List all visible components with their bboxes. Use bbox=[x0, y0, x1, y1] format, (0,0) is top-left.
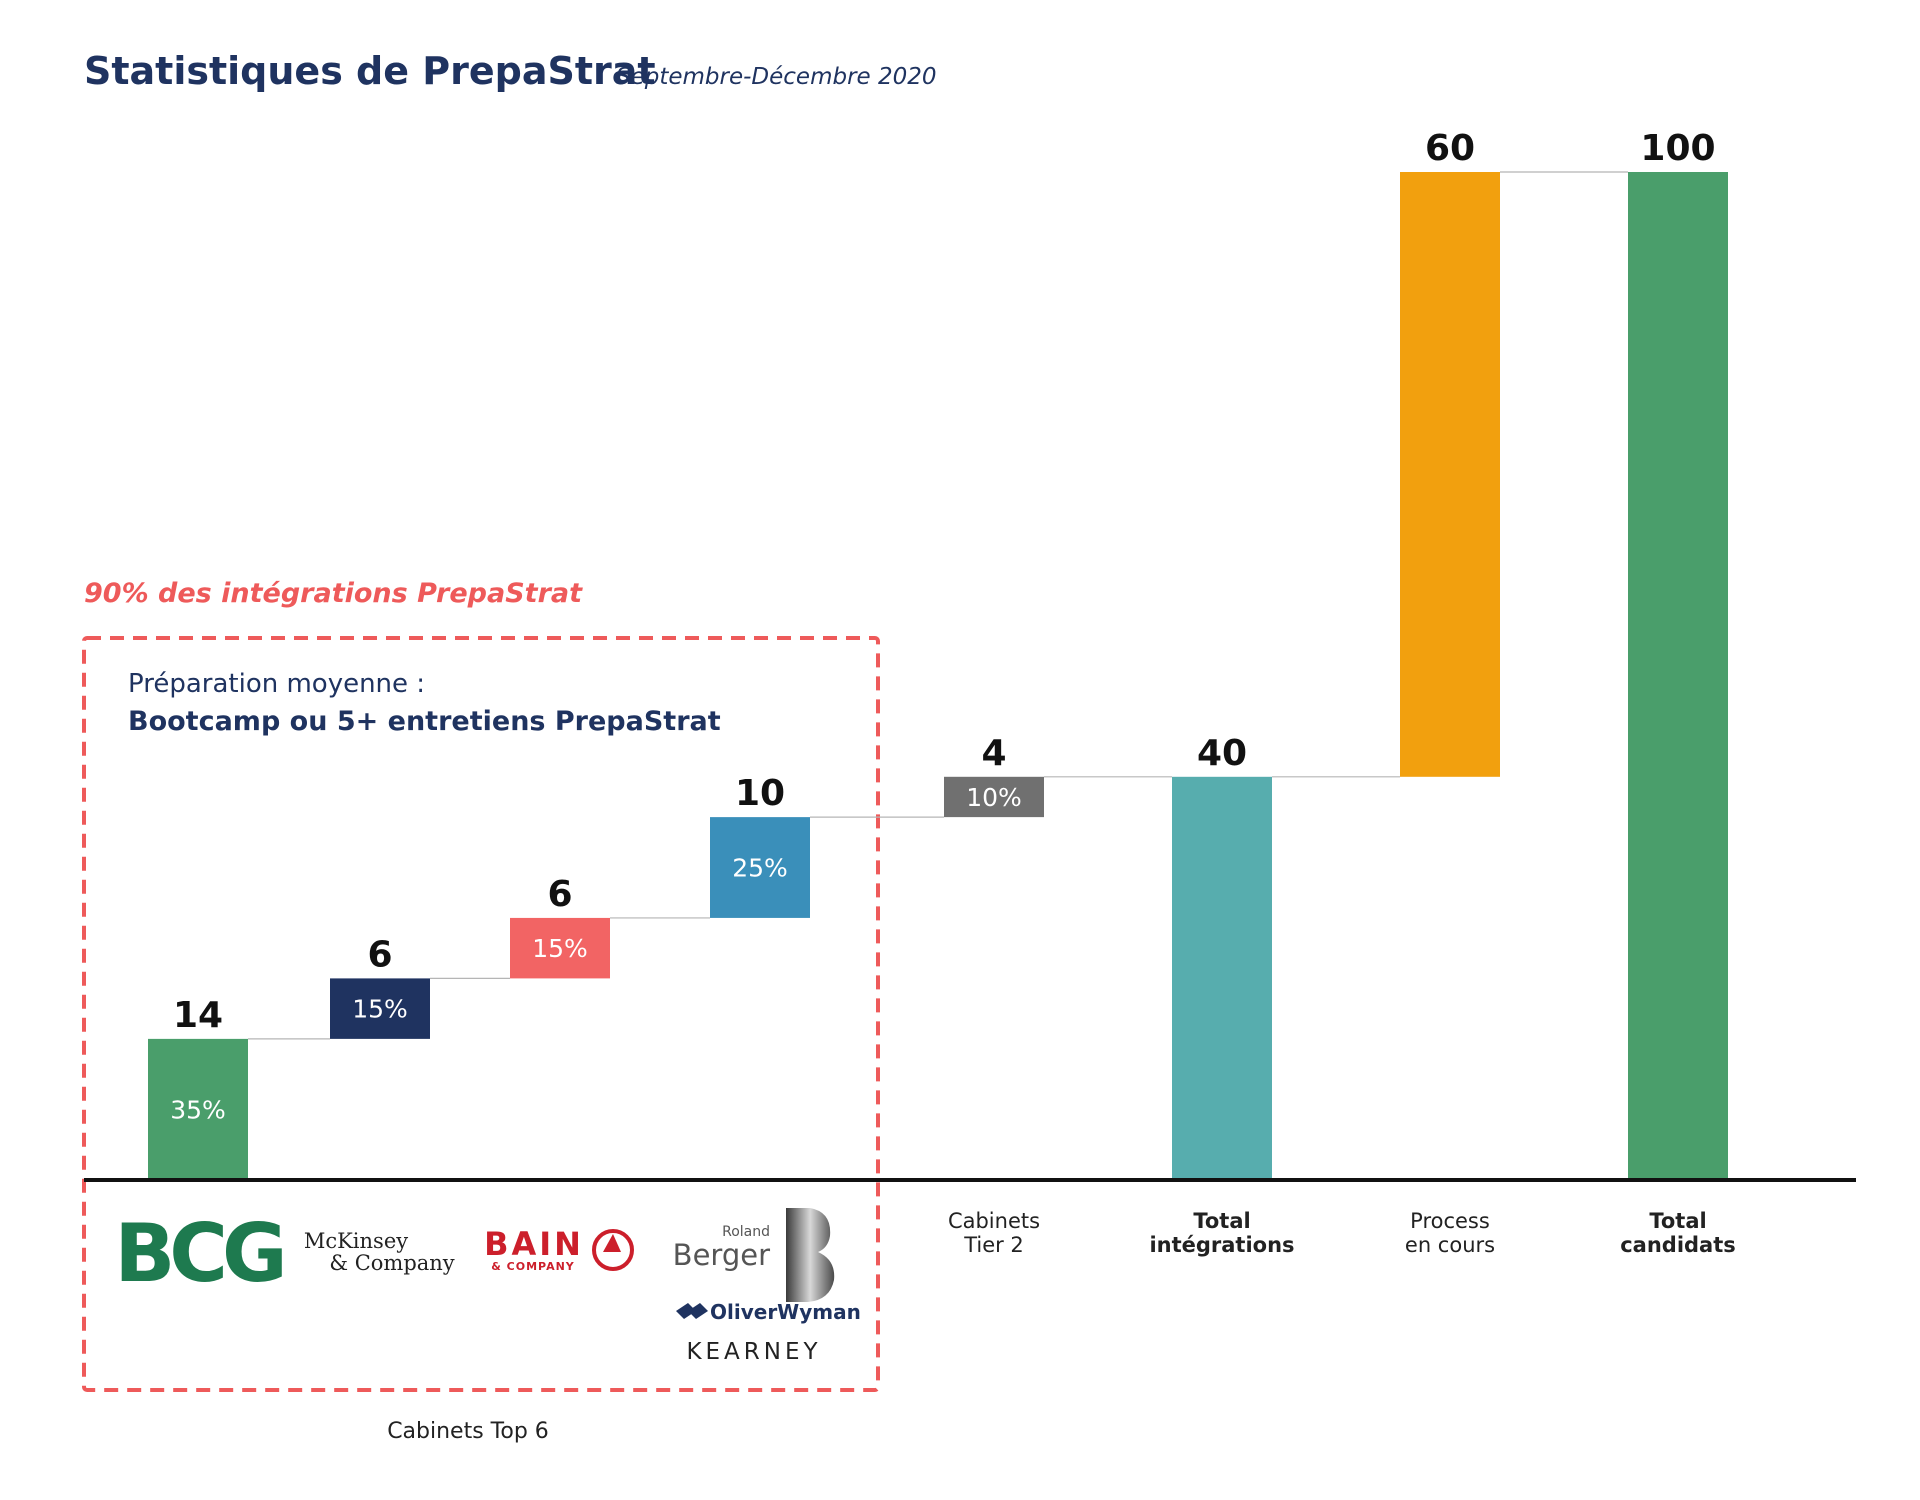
value-label-6: 40 bbox=[1197, 733, 1247, 774]
value-label-7: 60 bbox=[1425, 128, 1475, 169]
value-labels: 14 35% 6 15% 6 15% 10 25% 4 10% 40 60 100 bbox=[170, 128, 1715, 1124]
category-label-5-line2: Tier 2 bbox=[963, 1233, 1024, 1257]
annotation-text: 90% des intégrations PrepaStrat bbox=[84, 578, 583, 609]
berger-logo-text: Berger bbox=[673, 1238, 770, 1272]
category-label-7-line1: Process bbox=[1410, 1209, 1490, 1233]
bar-3 bbox=[510, 917, 610, 979]
box-description-line2: Bootcamp ou 5+ entretiens PrepaStrat bbox=[128, 706, 721, 737]
mckinsey-logo: McKinsey & Company bbox=[304, 1229, 455, 1275]
connector-lines bbox=[248, 171, 1628, 1040]
chart-title: Statistiques de PrepaStrat bbox=[84, 49, 656, 93]
value-label-4: 10 bbox=[735, 773, 785, 814]
chart-subtitle: Septembre-Décembre 2020 bbox=[616, 64, 937, 90]
kearney-logo-text: KEARNEY bbox=[686, 1339, 821, 1365]
bar-6 bbox=[1172, 776, 1272, 1180]
category-label-6-line2: intégrations bbox=[1149, 1233, 1294, 1257]
category-label-8-line1: Total bbox=[1649, 1209, 1706, 1233]
value-label-1: 14 bbox=[173, 995, 223, 1036]
top6-highlight-box bbox=[82, 636, 880, 1392]
roland-berger-logo: Roland Berger bbox=[673, 1208, 835, 1302]
bcg-logo-text: BCG bbox=[114, 1207, 282, 1300]
category-label-8-line2: candidats bbox=[1620, 1233, 1736, 1257]
category-label-5-line1: Cabinets bbox=[948, 1209, 1040, 1233]
mckinsey-logo-line1: McKinsey bbox=[304, 1229, 408, 1253]
bar-8 bbox=[1628, 172, 1728, 1180]
value-label-3: 6 bbox=[547, 874, 572, 915]
roland-logo-text: Roland bbox=[722, 1224, 770, 1240]
mckinsey-logo-line2: & Company bbox=[329, 1251, 454, 1275]
pct-label-3: 15% bbox=[532, 934, 588, 963]
bain-logo-subtext: & COMPANY bbox=[491, 1260, 575, 1273]
oliver-wyman-logo: OliverWyman bbox=[676, 1300, 861, 1324]
pct-label-2: 15% bbox=[352, 995, 408, 1024]
pct-label-5: 10% bbox=[966, 783, 1022, 812]
bain-logo-circle-icon bbox=[592, 1229, 634, 1271]
kearney-logo: KEARNEY bbox=[686, 1339, 821, 1365]
roland-berger-b-icon bbox=[786, 1208, 835, 1302]
category-label-6-line1: Total bbox=[1193, 1209, 1250, 1233]
bar-5 bbox=[944, 776, 1044, 818]
bar-1 bbox=[148, 1038, 248, 1180]
bain-logo-triangle-icon bbox=[603, 1234, 621, 1252]
oliver-wyman-logo-text: OliverWyman bbox=[710, 1300, 861, 1324]
bcg-logo: BCG bbox=[114, 1207, 288, 1300]
pct-label-1: 35% bbox=[170, 1095, 226, 1124]
bain-logo-text: BAIN bbox=[484, 1225, 584, 1263]
bar-7 bbox=[1400, 172, 1500, 777]
value-label-5: 4 bbox=[981, 733, 1006, 774]
oliver-wyman-mark-icon bbox=[676, 1303, 708, 1319]
group-label-top6: Cabinets Top 6 bbox=[387, 1419, 549, 1444]
box-description-line1: Préparation moyenne : bbox=[128, 669, 425, 699]
bar-4 bbox=[710, 817, 810, 918]
category-label-7-line2: en cours bbox=[1405, 1233, 1495, 1257]
pct-label-4: 25% bbox=[732, 854, 788, 883]
value-label-8: 100 bbox=[1640, 128, 1715, 169]
bar-2 bbox=[330, 978, 430, 1039]
bars-group bbox=[148, 172, 1728, 1180]
bain-logo: BAIN & COMPANY bbox=[484, 1225, 634, 1273]
value-label-2: 6 bbox=[367, 934, 392, 975]
